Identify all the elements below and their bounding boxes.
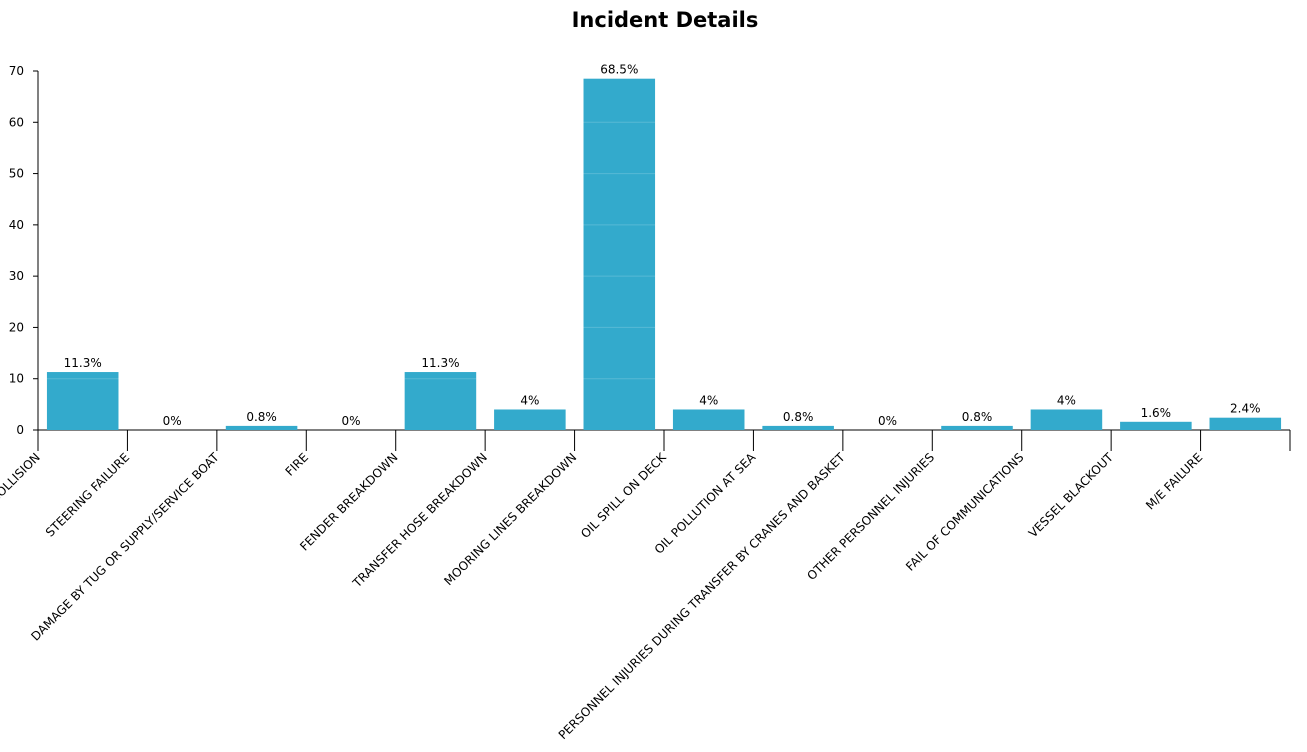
bars <box>46 78 1282 430</box>
bar[interactable] <box>1120 421 1192 430</box>
bar[interactable] <box>762 425 834 430</box>
data-label: 68.5% <box>600 63 638 77</box>
category-label: FENDER BREAKDOWN <box>297 450 400 553</box>
bar[interactable] <box>1209 417 1282 430</box>
category-label: VESSEL BLACKOUT <box>1026 450 1117 541</box>
data-labels: 11.3% 0% 0.8% 0% 11.3% 4% 68.5% 4% 0.8% 0% 0.8% 4% 1… <box>64 63 1261 428</box>
category-label: OIL POLLUTION AT SEA <box>652 450 759 557</box>
category-label: STEERING FAILURE <box>43 450 132 539</box>
data-label: 0.8% <box>962 410 993 424</box>
bar[interactable] <box>225 425 298 430</box>
y-tick-label: 10 <box>9 372 24 386</box>
bar[interactable] <box>494 409 566 430</box>
y-tick-label: 40 <box>9 218 24 232</box>
category-label: DAMAGE BY TUG OR SUPPLY/SERVICE BOAT <box>28 450 222 644</box>
data-label: 2.4% <box>1230 402 1261 416</box>
y-tick-label: 0 <box>16 423 24 437</box>
data-label: 4% <box>699 393 718 407</box>
data-label: 4% <box>520 393 539 407</box>
category-label: FIRE <box>283 450 312 479</box>
bar[interactable] <box>672 409 745 430</box>
bar[interactable] <box>46 372 119 430</box>
data-label: 0% <box>878 414 897 428</box>
data-label: 1.6% <box>1141 406 1172 420</box>
data-label: 11.3% <box>421 356 459 370</box>
y-tick-label: 20 <box>9 320 24 334</box>
category-label: M/E FAILURE <box>1143 450 1205 512</box>
bar[interactable] <box>1030 409 1103 430</box>
data-label: 11.3% <box>64 356 102 370</box>
category-label: PERSONNEL INJURIES DURING TRANSFER BY CR… <box>556 450 848 742</box>
y-tick-label: 30 <box>9 269 24 283</box>
chart-title: Incident Details <box>571 8 759 32</box>
data-label: 0.8% <box>246 410 277 424</box>
bar[interactable] <box>941 425 1013 430</box>
y-axis: 0 10 20 30 40 50 60 70 <box>9 64 39 437</box>
bar[interactable] <box>404 372 477 430</box>
y-tick-label: 60 <box>9 115 24 129</box>
y-tick-label: 50 <box>9 167 24 181</box>
data-label: 0% <box>341 414 360 428</box>
y-tick-label: 70 <box>9 64 24 78</box>
category-label: VESSEL COLLISION <box>0 450 43 540</box>
category-label: OIL SPILL ON DECK <box>578 449 670 541</box>
bar[interactable] <box>583 78 656 430</box>
data-label: 0.8% <box>783 410 814 424</box>
data-label: 0% <box>163 414 182 428</box>
data-label: 4% <box>1057 393 1076 407</box>
x-axis <box>37 429 1291 451</box>
